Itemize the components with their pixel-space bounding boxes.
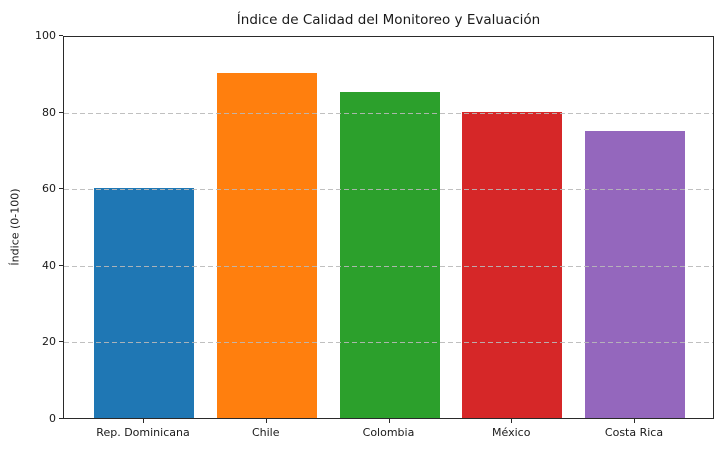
x-tick-mark <box>511 419 513 423</box>
bar-m-xico <box>462 111 563 418</box>
y-tick-mark <box>59 111 63 113</box>
y-axis-label: Índice (0-100) <box>8 188 22 266</box>
y-tick-mark <box>59 35 63 36</box>
x-tick-label: Costa Rica <box>604 426 664 439</box>
gridline <box>64 112 713 114</box>
bar-chile <box>216 73 317 418</box>
y-tick-mark <box>59 188 63 190</box>
x-tick-label: Rep. Dominicana <box>96 426 190 439</box>
x-tick-label: Colombia <box>362 426 415 439</box>
y-tick-mark <box>59 264 63 266</box>
gridline <box>64 342 713 344</box>
x-tick-mark <box>634 419 635 423</box>
y-tick-label: 0 <box>49 412 56 425</box>
x-tick-mark <box>143 419 144 423</box>
plot-area <box>63 36 714 419</box>
y-tick-mark <box>59 341 63 343</box>
x-tick-label: México <box>492 426 531 439</box>
y-tick-label: 20 <box>42 335 56 349</box>
y-tick-label: 60 <box>42 182 56 196</box>
x-tick-label: Chile <box>251 426 280 439</box>
y-tick-label: 40 <box>42 258 56 272</box>
gridline <box>64 265 713 267</box>
x-tick-mark <box>265 419 267 423</box>
gridline <box>64 189 713 191</box>
bar-colombia <box>339 92 440 418</box>
y-tick-mark <box>59 418 63 419</box>
y-tick-label: 100 <box>35 29 56 42</box>
chart-title: Índice de Calidad del Monitoreo y Evalua… <box>236 12 541 28</box>
x-tick-mark <box>388 419 390 423</box>
bar-rep-dominicana <box>94 188 194 418</box>
y-tick-label: 80 <box>42 105 56 119</box>
bar-costa-rica <box>585 130 685 418</box>
